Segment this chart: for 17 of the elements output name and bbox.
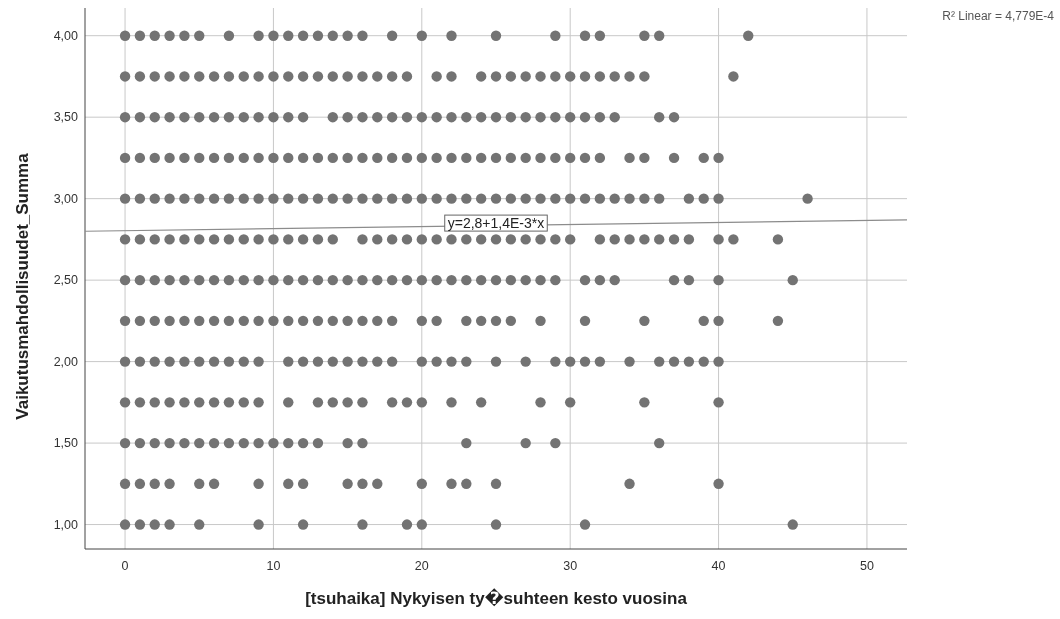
text: R² Linear = 4,779E-4 [942,9,1055,23]
x-tick-label: 10 [266,559,281,573]
y-axis-title: Vaikutusmahdollisuudet_Summa [13,152,32,420]
x-axis-title: [tsuhaika] Nykyisen ty�suhteen kesto vuosina [305,588,688,608]
y-tick-label: 2,00 [53,354,79,369]
y-tick-label: 3,50 [53,110,79,125]
annotation: y=2,8+1,4E-3*x [447,215,545,232]
y-tick-label: 1,00 [53,517,79,532]
y-tick-label: 1,50 [53,436,79,451]
x-tick-label: 0 [121,559,129,573]
y-tick-label: 4,00 [53,28,79,43]
x-tick-label: 20 [414,559,429,573]
x-tick-label: 50 [859,559,874,573]
x-tick-label: 40 [711,559,726,573]
y-tick-label: 3,00 [53,191,79,206]
y-tick-label: 2,50 [53,273,79,288]
x-tick-label: 30 [563,559,578,573]
